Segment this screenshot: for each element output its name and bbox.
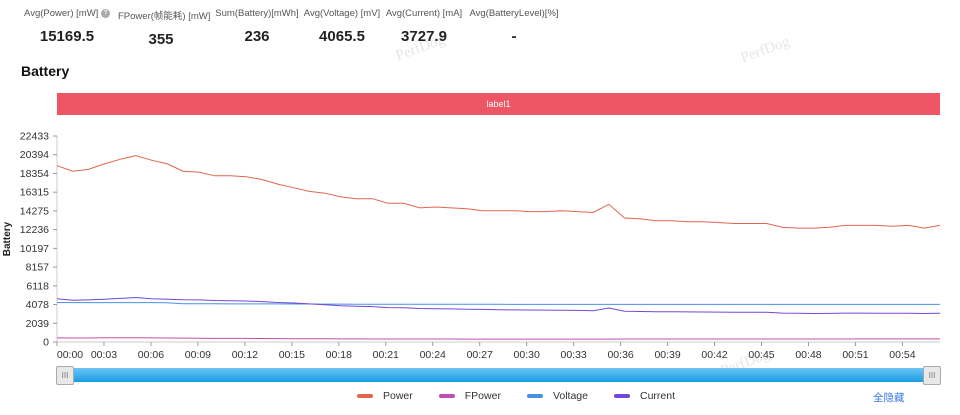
- y-tick-label: 20394: [20, 149, 49, 161]
- stat-value: 3727.9: [401, 28, 447, 45]
- y-tick-label: 8157: [26, 262, 50, 274]
- x-tick-label: 00:27: [467, 349, 493, 361]
- series-line-current: [56, 296, 941, 315]
- x-tick-label: 00:12: [232, 349, 258, 361]
- x-tick-label: 00:33: [561, 349, 587, 361]
- x-tick-label: 00:30: [514, 349, 540, 361]
- label-bar[interactable]: label1: [57, 93, 940, 115]
- stat-label: Sum(Battery)[mWh]: [215, 8, 299, 19]
- y-tick-label: 14275: [20, 205, 49, 217]
- legend-item-power[interactable]: Power: [357, 390, 413, 402]
- y-tick-label: 2039: [26, 318, 50, 330]
- watermark: PerfDog: [738, 33, 792, 67]
- series-line-voltage: [56, 302, 940, 305]
- legend-swatch: [526, 394, 543, 398]
- stat-avg-current: Avg(Current) [mA] 3727.9: [384, 8, 464, 45]
- stat-value: 236: [244, 28, 270, 45]
- legend-swatch: [438, 394, 455, 398]
- slider-left-handle[interactable]: III: [56, 366, 74, 385]
- x-tick-label: 00:51: [842, 349, 868, 361]
- x-tick-label: 00:03: [91, 349, 117, 361]
- stat-label: Avg(BatteryLevel)[%]: [469, 8, 559, 19]
- stat-sum-battery: Sum(Battery)[mWh] 236: [212, 8, 302, 45]
- y-axis-label: Battery: [2, 221, 13, 256]
- x-tick-label: 00:00: [57, 349, 83, 361]
- stat-avg-power: Avg(Power) [mW] ? 15169.5: [22, 8, 112, 45]
- legend-item-fpower[interactable]: FPower: [438, 390, 501, 402]
- x-tick-label: 00:18: [326, 349, 352, 361]
- stat-label: FPower(帧能耗) [mW]: [118, 11, 211, 22]
- stat-avg-battery-level: Avg(BatteryLevel)[%] -: [468, 8, 560, 45]
- legend-label: Voltage: [552, 390, 588, 402]
- stat-fpower: FPower(帧能耗) [mW] 355: [118, 8, 211, 48]
- legend-item-current[interactable]: Current: [614, 390, 675, 402]
- legend-item-voltage[interactable]: Voltage: [526, 390, 588, 402]
- stat-value: -: [511, 28, 517, 45]
- x-tick-label: 00:45: [748, 349, 774, 361]
- legend-label: Power: [383, 390, 413, 402]
- hide-all-button[interactable]: 全隐藏: [873, 392, 905, 404]
- x-tick-label: 00:15: [279, 349, 305, 361]
- x-tick-label: 00:42: [701, 349, 727, 361]
- y-tick-label: 18354: [20, 168, 49, 180]
- stat-label: Avg(Voltage) [mV]: [303, 8, 381, 19]
- y-tick-label: 10197: [20, 243, 49, 255]
- x-tick-label: 00:36: [607, 349, 633, 361]
- legend-swatch: [614, 394, 630, 398]
- legend: Power FPower Voltage Current: [357, 390, 701, 402]
- x-tick-label: 00:24: [420, 349, 446, 361]
- stat-label: Avg(Current) [mA]: [385, 8, 463, 19]
- slider-right-handle[interactable]: III: [923, 366, 941, 385]
- x-tick-label: 00:48: [795, 349, 821, 361]
- x-tick-label: 00:09: [185, 349, 211, 361]
- stat-value: 4065.5: [319, 28, 365, 45]
- y-tick-label: 6118: [26, 280, 49, 292]
- stat-label: Avg(Power) [mW]: [24, 8, 99, 19]
- help-icon[interactable]: ?: [100, 8, 110, 18]
- legend-label: FPower: [464, 390, 501, 402]
- y-tick-label: 4078: [26, 299, 50, 311]
- legend-label: Current: [640, 390, 676, 402]
- legend-swatch: [357, 394, 373, 398]
- x-tick-label: 00:39: [654, 349, 680, 361]
- y-tick-label: 22433: [20, 131, 49, 143]
- battery-chart: 0 2039 4078 6118 8157 10197 12236 14275 16315 183…: [2, 131, 941, 361]
- time-range-slider[interactable]: III III: [56, 366, 941, 385]
- x-tick-label: 00:21: [373, 349, 399, 361]
- series-line-power: [56, 155, 941, 229]
- y-tick-label: 0: [43, 337, 49, 349]
- y-tick-label: 16315: [20, 187, 49, 199]
- series-line-fpower: [56, 337, 940, 340]
- x-tick-label: 00:06: [138, 349, 164, 361]
- x-tick-label: 00:54: [889, 349, 915, 361]
- y-tick-label: 12236: [20, 224, 49, 236]
- stat-value: 15169.5: [39, 28, 95, 45]
- stat-avg-voltage: Avg(Voltage) [mV] 4065.5: [300, 8, 384, 45]
- stat-value: 355: [148, 31, 174, 48]
- section-title: Battery: [21, 63, 70, 79]
